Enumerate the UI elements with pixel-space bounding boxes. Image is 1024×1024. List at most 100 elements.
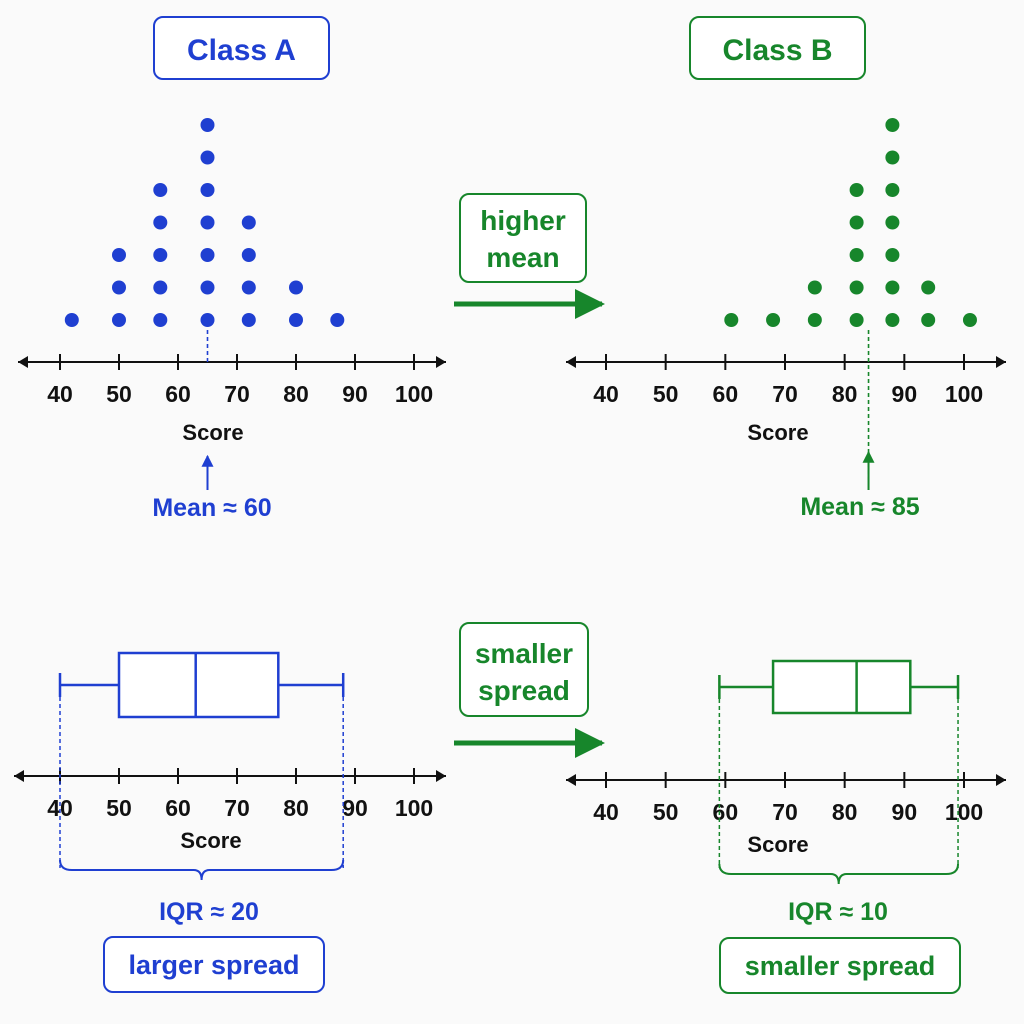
tick-label: 60: [165, 381, 191, 407]
data-dot: [885, 118, 900, 132]
data-dot: [289, 313, 303, 327]
data-dot: [289, 280, 303, 295]
data-dot: [200, 215, 215, 230]
data-dot: [241, 280, 256, 295]
data-dot: [200, 248, 215, 262]
class-b-box-axis: 40 50 60 70 80 90 100: [566, 772, 1006, 825]
smaller-spread-callout: smaller spread: [454, 622, 605, 758]
iqr-box: [771, 659, 912, 715]
data-dot: [962, 313, 977, 327]
tick-label: 80: [283, 795, 309, 821]
tick-label: 70: [772, 381, 798, 407]
tick-label: 70: [772, 799, 798, 825]
data-dot: [153, 183, 168, 197]
axis-right-arrow: [996, 774, 1006, 786]
tick-label: 90: [342, 381, 368, 407]
class-a-mean-marker: Mean ≈ 60: [152, 330, 272, 522]
data-dot: [724, 313, 739, 327]
tick-label: 50: [106, 795, 132, 821]
data-dot: [64, 313, 79, 327]
axis-right-arrow: [436, 356, 446, 368]
class-b-mean-label: Mean ≈ 85: [800, 493, 919, 521]
tick-label: 100: [395, 795, 433, 821]
tick-label: 40: [593, 381, 619, 407]
tick-label: 100: [945, 381, 983, 407]
class-b-box-xlabel: Score: [747, 832, 808, 857]
data-dot: [153, 215, 168, 230]
class-a-spread-label: larger spread: [128, 950, 299, 980]
data-dot: [200, 118, 215, 132]
class-b-title-box: Class B: [689, 16, 866, 80]
tick-label: 70: [224, 381, 250, 407]
tick-label: 100: [945, 799, 983, 825]
tick-label: 90: [892, 799, 918, 825]
tick-label: 60: [713, 799, 739, 825]
data-dot: [921, 280, 936, 295]
class-b-dot-xlabel: Score: [747, 420, 808, 445]
class-a-title: Class A: [187, 34, 296, 67]
tick-label: 60: [713, 381, 739, 407]
axis-right-arrow: [436, 770, 446, 782]
tick-label: 40: [47, 381, 73, 407]
data-dot: [330, 313, 345, 327]
data-dot: [153, 248, 168, 262]
data-dot: [885, 280, 900, 295]
data-dot: [153, 280, 168, 295]
data-dot: [885, 150, 900, 165]
class-a-box-axis: 40 50 60 70 80 90 100: [14, 768, 446, 821]
data-dot: [807, 313, 822, 327]
tick-label: 60: [165, 795, 191, 821]
smaller-spread-line2: spread: [478, 675, 570, 706]
data-dot: [241, 215, 256, 230]
tick-label: 80: [832, 799, 858, 825]
class-a-dot-axis: 40 50 60 70 80 90 100: [18, 354, 446, 407]
axis-left-arrow: [14, 770, 24, 782]
data-dot: [112, 313, 126, 327]
tick-label: 90: [342, 795, 368, 821]
data-dot: [766, 313, 781, 327]
data-dot: [849, 248, 864, 262]
data-dot: [885, 215, 900, 230]
class-a-title-box: Class A: [153, 16, 330, 80]
class-b-iqr-annotation: IQR ≈ 10 smaller spread: [718, 863, 961, 994]
class-b-iqr-label: IQR ≈ 10: [788, 898, 888, 926]
data-dot: [241, 313, 256, 327]
class-a-iqr-label: IQR ≈ 20: [159, 898, 259, 926]
data-dot: [885, 313, 900, 327]
iqr-box: [117, 651, 280, 719]
tick-label: 50: [653, 799, 679, 825]
data-dot: [849, 280, 864, 295]
data-dot: [807, 280, 822, 295]
higher-mean-line1: higher: [480, 205, 566, 236]
data-dot: [885, 183, 900, 197]
axis-left-arrow: [566, 356, 576, 368]
data-dot: [849, 313, 864, 327]
class-a-mean-label: Mean ≈ 60: [152, 494, 271, 522]
smaller-spread-line1: smaller: [475, 638, 573, 669]
class-a-iqr-annotation: IQR ≈ 20 larger spread: [59, 859, 345, 993]
class-a-box-plot: [58, 651, 345, 868]
axis-left-arrow: [18, 356, 28, 368]
data-dot: [200, 150, 215, 165]
class-b-title: Class B: [722, 34, 832, 67]
data-dot: [112, 248, 126, 262]
class-b-dot-axis: 40 50 60 70 80 90 100: [566, 354, 1006, 407]
data-dot: [200, 183, 215, 197]
data-dot: [885, 248, 900, 262]
class-b-dot-plot: [724, 118, 977, 327]
data-dot: [200, 280, 215, 295]
class-a-box-xlabel: Score: [180, 828, 241, 853]
class-a-dot-xlabel: Score: [182, 420, 243, 445]
higher-mean-line2: mean: [486, 242, 559, 273]
higher-mean-callout: higher mean: [454, 193, 605, 319]
axis-right-arrow: [996, 356, 1006, 368]
class-b-box-plot: [718, 659, 960, 868]
data-dot: [849, 183, 864, 197]
data-dot: [921, 313, 936, 327]
tick-label: 80: [283, 381, 309, 407]
tick-label: 70: [224, 795, 250, 821]
tick-label: 80: [832, 381, 858, 407]
data-dot: [849, 215, 864, 230]
axis-left-arrow: [566, 774, 576, 786]
